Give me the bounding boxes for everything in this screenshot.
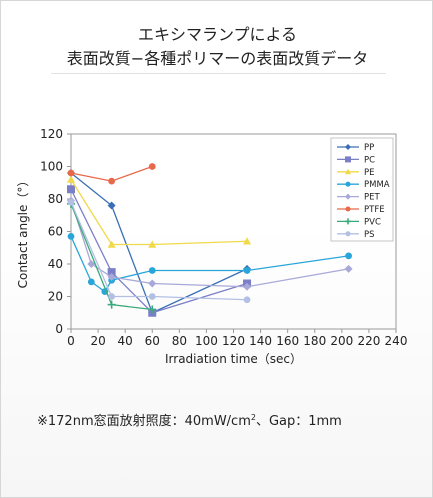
- data-point-pmma: [345, 252, 353, 260]
- legend-item-pvc: PVC: [337, 217, 381, 227]
- data-point-ps: [108, 293, 116, 300]
- contact-angle-chart: 0 20 40 60 80 100 120 140 160 180 200 220 240 0 20 40 60…: [16, 127, 407, 366]
- y-axis-label: Contact angle（°）: [16, 175, 30, 289]
- legend-swatch-marker: [345, 181, 351, 187]
- data-point-ptfe: [148, 163, 156, 170]
- x-tick-label: 220: [357, 334, 380, 348]
- x-tick-label: 20: [90, 334, 105, 348]
- y-tick-label: 60: [48, 225, 63, 239]
- data-point-pmma: [67, 232, 75, 240]
- y-tick-label: 40: [48, 257, 63, 271]
- data-point-pmma: [148, 267, 156, 274]
- data-point-ps: [148, 293, 156, 300]
- x-tick-label: 140: [249, 334, 272, 348]
- footnote: ※172nm窓面放射照度：40mW/cm2、Gap：1mm: [37, 410, 342, 429]
- data-point-pe: [67, 175, 75, 183]
- data-point-pc: [67, 185, 75, 194]
- x-tick-label: 100: [195, 334, 218, 348]
- series-line-pet: [70, 200, 349, 288]
- x-tick-label: 120: [222, 334, 245, 348]
- legend-swatch-marker: [345, 168, 351, 175]
- y-tick-label: 0: [55, 322, 63, 336]
- legend-label: PC: [364, 155, 375, 165]
- title-line-1: エキシマランプによる: [137, 25, 298, 44]
- legend-item-ptfe: PTFE: [337, 205, 385, 215]
- x-tick-label: 60: [145, 334, 160, 348]
- legend-label: PVC: [364, 217, 381, 227]
- x-tick-label: 240: [385, 334, 408, 348]
- legend-label: PS: [364, 230, 375, 240]
- y-tick-label: 100: [40, 160, 63, 174]
- data-point-pe: [148, 240, 157, 248]
- x-tick-label: 0: [67, 334, 75, 348]
- legend-item-pp: PP: [337, 143, 374, 153]
- y-tick-label: 80: [48, 192, 63, 206]
- data-point-pp: [107, 201, 116, 210]
- data-point-pc: [107, 268, 116, 277]
- legend-swatch-marker: [345, 193, 351, 200]
- series-pp: [67, 169, 252, 317]
- legend-label: PMMA: [364, 180, 390, 190]
- series-pe: [67, 175, 252, 248]
- axes: 0 20 40 60 80 100 120 140 160 180 200 220 240 0 20 40 60…: [16, 127, 407, 366]
- x-tick-label: 200: [330, 334, 353, 348]
- x-tick-label: 80: [172, 334, 187, 348]
- series-ptfe: [67, 163, 156, 185]
- data-point-pet: [344, 264, 353, 273]
- data-point-pet: [148, 279, 157, 288]
- legend-swatch-marker: [345, 231, 351, 237]
- series-line-pe: [70, 179, 248, 246]
- legend-item-ps: PS: [337, 230, 375, 240]
- series-layer: [67, 163, 353, 317]
- footnote-superscript: 2: [250, 413, 256, 422]
- series-pet: [67, 196, 353, 291]
- data-point-ptfe: [67, 169, 75, 177]
- legend-label: PET: [364, 193, 380, 203]
- legend-item-pmma: PMMA: [337, 180, 390, 190]
- legend-label: PTFE: [364, 205, 385, 215]
- legend-label: PE: [364, 168, 375, 178]
- y-tick-label: 120: [40, 127, 63, 141]
- x-tick-label: 40: [118, 334, 133, 348]
- series-line-ps: [70, 201, 248, 301]
- data-point-pe: [243, 237, 252, 245]
- data-point-pet: [87, 260, 96, 268]
- data-point-ps: [243, 296, 251, 304]
- data-point-pet: [107, 273, 116, 281]
- title-line-2: 表面改質−各種ポリマーの表面改質データ: [66, 49, 369, 68]
- y-tick-label: 20: [48, 290, 63, 304]
- series-line-pp: [70, 172, 248, 314]
- data-point-pe: [107, 240, 116, 248]
- legend-box: [330, 137, 394, 242]
- legend-swatch-marker: [345, 144, 351, 150]
- legend-swatch-marker: [345, 156, 351, 163]
- x-tick-label: 160: [276, 334, 299, 348]
- footnote-prefix: ※172nm窓面放射照度：40mW/cm: [37, 414, 251, 429]
- data-point-ptfe: [108, 177, 116, 185]
- title-divider: [51, 73, 386, 74]
- legend-swatch-marker: [345, 206, 351, 212]
- legend-item-pe: PE: [337, 168, 375, 178]
- footnote-suffix: 、Gap：1mm: [255, 414, 342, 429]
- series-line-pc: [70, 188, 248, 314]
- legend-swatch-marker: [345, 218, 351, 225]
- x-tick-label: 180: [303, 334, 326, 348]
- data-point-pmma: [87, 278, 95, 286]
- data-point-pet: [243, 282, 252, 291]
- data-point-pvc: [148, 305, 157, 314]
- legend-item-pc: PC: [337, 155, 375, 165]
- legend-item-pet: PET: [337, 193, 380, 203]
- data-point-pvc: [107, 300, 116, 309]
- data-point-pmma: [243, 267, 251, 274]
- series-ps: [67, 198, 251, 304]
- x-axis-label: Irradiation time（sec）: [165, 352, 302, 366]
- legend: PP PC PE PMMA PET PTFE PVC PS: [330, 137, 394, 242]
- legend-label: PP: [364, 143, 374, 153]
- data-point-ps: [67, 198, 75, 206]
